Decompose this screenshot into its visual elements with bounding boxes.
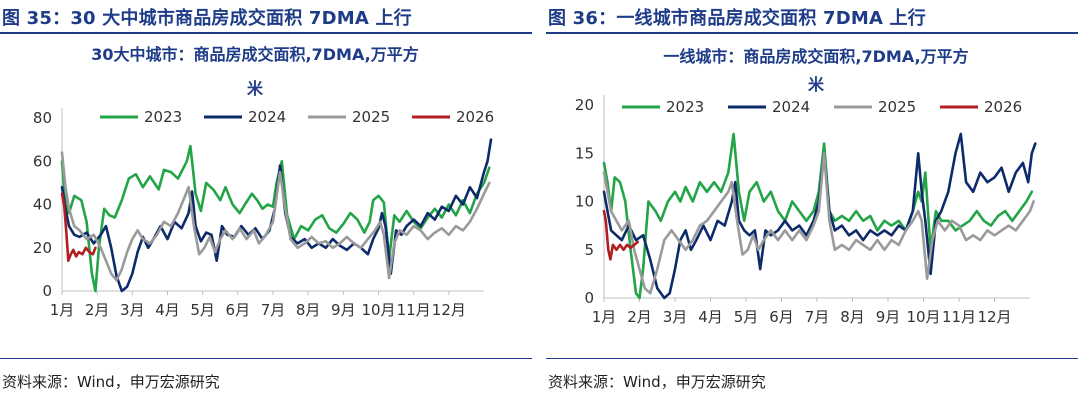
- legend-label-2026: 2026: [456, 108, 494, 126]
- y-tick-label: 15: [575, 144, 594, 162]
- legend-label-2024: 2024: [248, 108, 286, 126]
- y-tick-label: 60: [33, 152, 52, 170]
- y-tick-label: 20: [33, 239, 52, 257]
- figure-panel-35: 图 35：30 大中城市商品房成交面积 7DMA 上行 30大中城市：商品房成交…: [0, 0, 532, 401]
- chart-title-continued: 米: [247, 79, 264, 98]
- x-tick-label: 6月: [226, 301, 251, 319]
- x-tick-label: 8月: [840, 308, 865, 326]
- x-tick-label: 9月: [876, 308, 901, 326]
- series-line-2025: [602, 152, 1035, 295]
- x-tick-label: 5月: [734, 308, 759, 326]
- x-tick-label: 12月: [977, 308, 1011, 326]
- legend-label-2025: 2025: [352, 108, 390, 126]
- figure-header: 图 36：一线城市商品房成交面积 7DMA 上行: [546, 0, 1078, 34]
- legend-label-2026: 2026: [984, 98, 1022, 116]
- x-tick-label: 7月: [805, 308, 830, 326]
- figure-title: 图 35：30 大中城市商品房成交面积 7DMA 上行: [2, 8, 412, 29]
- figure-panel-36: 图 36：一线城市商品房成交面积 7DMA 上行 一线城市：商品房成交面积,7D…: [546, 0, 1078, 401]
- x-tick-label: 2月: [85, 301, 110, 319]
- chart-title: 一线城市：商品房成交面积,7DMA,万平方: [663, 47, 968, 66]
- series-line-2024: [602, 132, 1037, 300]
- x-tick-label: 10月: [361, 301, 395, 319]
- y-tick-label: 5: [584, 241, 594, 259]
- source-note: 资料来源：Wind，申万宏源研究: [2, 373, 220, 391]
- x-tick-label: 11月: [397, 301, 431, 319]
- x-tick-label: 1月: [592, 308, 617, 326]
- x-tick-label: 7月: [261, 301, 286, 319]
- x-tick-label: 10月: [906, 308, 940, 326]
- chart-title-continued: 米: [808, 75, 825, 94]
- y-tick-label: 0: [42, 282, 52, 300]
- legend-label-2023: 2023: [666, 98, 704, 116]
- legend-label-2024: 2024: [772, 98, 810, 116]
- x-tick-label: 3月: [663, 308, 688, 326]
- x-tick-label: 4月: [698, 308, 723, 326]
- y-tick-label: 0: [584, 289, 594, 307]
- series-line-2025: [60, 151, 491, 282]
- x-tick-label: 12月: [432, 301, 466, 319]
- figure-footer: 资料来源：Wind，申万宏源研究: [0, 358, 532, 402]
- y-tick-label: 40: [33, 196, 52, 214]
- x-tick-label: 8月: [296, 301, 321, 319]
- series-line-2026: [602, 209, 639, 261]
- x-tick-label: 4月: [155, 301, 180, 319]
- x-tick-label: 6月: [769, 308, 794, 326]
- source-note: 资料来源：Wind，申万宏源研究: [548, 373, 766, 391]
- y-tick-label: 80: [33, 109, 52, 127]
- chart-title: 30大中城市：商品房成交面积,7DMA,万平方: [91, 45, 418, 64]
- series-line-2026: [60, 192, 97, 262]
- figure-footer: 资料来源：Wind，申万宏源研究: [546, 358, 1078, 402]
- x-tick-label: 9月: [331, 301, 356, 319]
- series-line-2023: [602, 132, 1034, 300]
- x-tick-label: 5月: [190, 301, 215, 319]
- y-tick-label: 10: [575, 193, 594, 211]
- legend-label-2023: 2023: [144, 108, 182, 126]
- legend-label-2025: 2025: [878, 98, 916, 116]
- series-line-2024: [60, 138, 493, 293]
- chart-area: 一线城市：商品房成交面积,7DMA,万平方米 0 5 10 15 20 1月 2月 3月 4月 5月…: [546, 36, 1078, 356]
- chart-area: 30大中城市：商品房成交面积,7DMA,万平方米 0 20 40 60 80 1月 2月 3月 4…: [0, 36, 532, 356]
- figure-title: 图 36：一线城市商品房成交面积 7DMA 上行: [548, 8, 926, 29]
- x-tick-label: 2月: [627, 308, 652, 326]
- series-line-2023: [60, 144, 491, 293]
- y-tick-label: 20: [575, 96, 594, 114]
- figure-header: 图 35：30 大中城市商品房成交面积 7DMA 上行: [0, 0, 532, 34]
- x-tick-label: 1月: [50, 301, 75, 319]
- x-tick-label: 3月: [120, 301, 145, 319]
- x-tick-label: 11月: [942, 308, 976, 326]
